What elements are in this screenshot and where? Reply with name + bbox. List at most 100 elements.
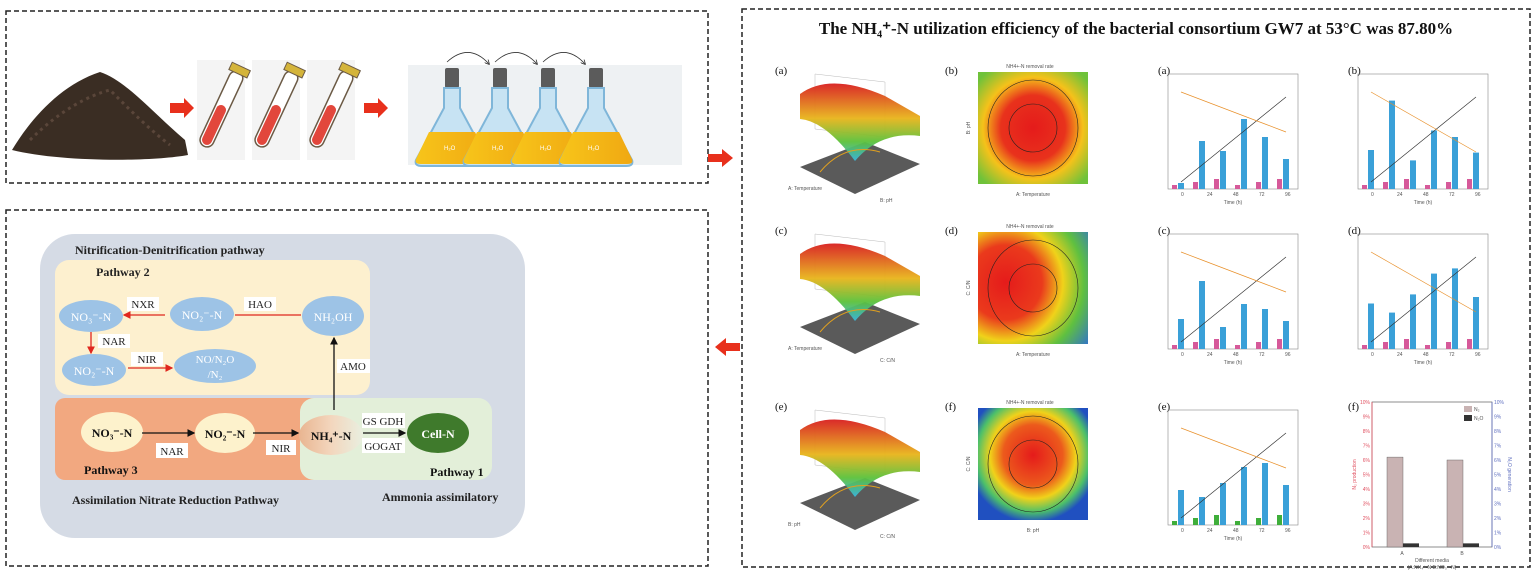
tick-label: 1% [1494,531,1502,537]
svg-text:HAO: HAO [248,299,272,311]
category-label: B [1460,551,1464,557]
tick-label: 96 [1285,528,1291,534]
tick-label: 0 [1181,352,1184,358]
axis-label: C: C/N [880,358,895,364]
svg-text:NAR: NAR [160,446,184,458]
transfer-arrow [446,52,489,64]
panel-label: (d) [945,225,958,237]
axis-label: A: Temperature [788,346,822,352]
svg-text:NO₂⁻-N: NO₂⁻-N [205,427,246,441]
axis-label: C: C/N [880,534,895,540]
tick-label: 96 [1285,192,1291,198]
enzyme-nir-assimilation: NIR [266,440,296,455]
test-tube-icon [307,60,362,160]
bar [1199,497,1205,525]
y2-axis-label: N₂O generation [1506,457,1512,492]
bar [1425,345,1430,349]
flask-label: H₂O [588,146,600,152]
bar [1214,515,1219,525]
tick-label: 96 [1475,352,1481,358]
bar [1256,182,1261,189]
concentration-line [1370,91,1477,153]
bar [1277,179,1282,189]
svg-text:NH₂OH: NH₂OH [314,310,353,324]
tick-label: 0 [1371,352,1374,358]
arrow-right-icon [364,98,388,118]
contour-title: NH4+-N removal rate [1006,224,1054,230]
od-line [1180,432,1287,519]
axis-label: A: Temperature [1016,352,1050,358]
tick-label: 48 [1423,352,1429,358]
node-nh4: NH₄⁺-N [299,415,363,455]
bar [1178,183,1184,189]
svg-text:NO₃⁻-N: NO₃⁻-N [92,426,133,440]
bar [1262,309,1268,349]
bar [1431,273,1437,349]
enzyme-amo: AMO [337,359,370,373]
flask-label: H₂O [540,146,552,152]
flask-label: H₂O [492,146,504,152]
concentration-line [1180,251,1287,293]
svg-text:GOGAT: GOGAT [364,441,402,453]
arrow-right-icon [708,149,733,167]
bar [1283,485,1289,525]
bar [1193,182,1198,189]
od-line [1180,256,1287,343]
bar [1404,179,1409,189]
axis-label: C: C/N [966,456,972,471]
axis-label: B: pH [1027,528,1040,534]
svg-text:NIR: NIR [138,354,158,366]
axis-label: B: pH [880,198,893,204]
enzyme-nar-assimilation: NAR [156,443,188,458]
tick-label: 0 [1371,192,1374,198]
bar [1214,179,1219,189]
test-tube-icon [252,60,307,160]
enzyme-gs-gdh: GS GDH [362,413,405,428]
enzyme-hao: HAO [244,297,276,311]
tick-label: 10% [1494,400,1505,406]
axis-label: Time (h) [1414,360,1433,366]
bar [1283,159,1289,189]
nitrification-denitrification-title: Nitrification-Denitrification pathway [75,243,265,257]
transfer-arrow [542,52,585,64]
bar-n2 [1386,456,1404,548]
time-course-chart: 0 24 48 72 96 Time (h) [1167,233,1299,366]
flask-label: H₂O [444,146,456,152]
od-line [1370,256,1477,343]
node-no2: NO₂⁻-N [170,297,234,331]
bar [1235,521,1240,525]
tick-label: 72 [1449,192,1455,198]
bar-n2 [1446,459,1464,548]
axis-label: A: Temperature [788,186,822,192]
tick-label: 24 [1207,528,1213,534]
contour-plot [978,72,1088,184]
tick-label: 10% [1360,400,1371,406]
tick-label: 24 [1397,192,1403,198]
tick-label: 8% [1363,429,1371,435]
panel-label: (f) [1348,401,1359,413]
tick-label: 48 [1233,192,1239,198]
axis-label: Time (h) [1224,536,1243,542]
od-line [1370,96,1477,183]
svg-text:AMO: AMO [340,361,366,373]
response-surface-3d [800,409,920,530]
bar [1410,294,1416,349]
svg-text:NO₃⁻-N: NO₃⁻-N [71,310,112,324]
legend-label: N₂O [1474,416,1484,422]
panel-label: (b) [1348,65,1361,77]
arrow-right-icon [170,98,194,118]
panel-label: (f) [945,401,956,413]
tick-label: 0% [1363,545,1371,551]
bar [1220,483,1226,525]
enzyme-nxr: NXR [127,297,159,311]
concentration-line [1180,427,1287,469]
y-axis-label: N₂ production [1352,459,1358,490]
svg-text:/N₂: /N₂ [208,369,223,381]
tick-label: 4% [1363,487,1371,493]
tick-label: 3% [1363,502,1371,508]
svg-text:NO/N₂O: NO/N₂O [196,354,235,366]
bar-n2o [1403,543,1419,547]
panel-label: (a) [1158,65,1171,77]
pathway1-label: Pathway 1 [430,465,484,479]
tick-label: 2% [1494,516,1502,522]
